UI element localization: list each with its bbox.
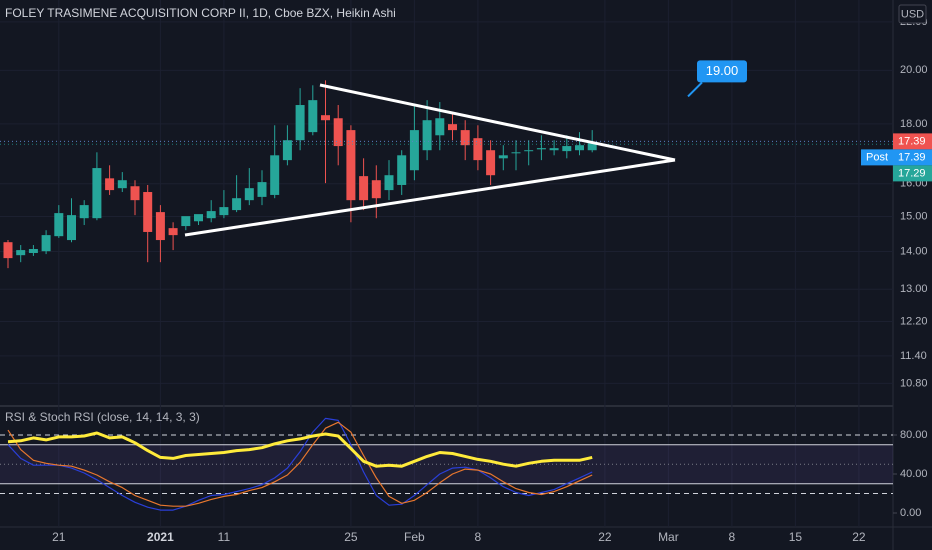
price-label-box	[893, 133, 932, 150]
x-tick-label: 25	[344, 530, 358, 544]
candle-body	[143, 192, 153, 232]
callout-pointer	[687, 81, 703, 98]
candle-body	[232, 198, 242, 211]
price-label: 17.29	[898, 167, 926, 179]
candle-body	[562, 146, 572, 152]
callout-label: 19.00	[706, 63, 739, 78]
candle-body	[384, 175, 394, 191]
price-label-name: Post	[866, 151, 888, 163]
y-tick-label: 0.00	[900, 507, 921, 519]
candle-body	[92, 168, 102, 219]
x-tick-label: 22	[852, 530, 866, 544]
y-tick-label: 40.00	[900, 468, 928, 480]
rsi-panel	[0, 417, 893, 511]
currency-box[interactable]	[898, 4, 927, 24]
x-tick-label: 15	[789, 530, 803, 544]
y-tick-label: 15.00	[900, 210, 928, 222]
x-tick-label: 8	[475, 530, 482, 544]
y-tick-label: 20.00	[900, 64, 928, 76]
candle-body	[117, 180, 127, 189]
candle-body	[346, 130, 356, 201]
y-tick-label: 80.00	[900, 429, 928, 441]
candle-body	[257, 182, 267, 197]
candle-body	[130, 186, 140, 201]
candle-body	[282, 140, 292, 161]
y-tick-label: 12.20	[900, 315, 928, 327]
trendline-lower	[184, 158, 676, 237]
candle-body	[422, 120, 432, 151]
x-tick-label: Feb	[404, 530, 425, 544]
x-tick-label: 22	[598, 530, 612, 544]
candle-body	[575, 145, 584, 151]
y-tick-label: 10.80	[900, 377, 928, 389]
price-label-box	[893, 149, 932, 166]
candle-body	[511, 152, 521, 154]
chart-title: FOLEY TRASIMENE ACQUISITION CORP II, 1D,…	[5, 6, 396, 20]
candle-body	[3, 242, 13, 259]
candle-body	[498, 155, 508, 159]
candle-body	[435, 118, 445, 136]
y-tick-label: 18.00	[900, 118, 928, 130]
price-label-name-box	[861, 149, 893, 166]
candle-body	[397, 155, 407, 185]
candle-body	[168, 228, 178, 236]
candle-body	[460, 130, 470, 146]
y-tick-label: 14.00	[900, 245, 928, 257]
candle-body	[270, 155, 280, 195]
candle-body	[28, 249, 38, 253]
y-tick-label: 11.40	[900, 350, 927, 362]
x-tick-label: 2021	[147, 530, 174, 544]
price-panel: 19.00	[0, 60, 893, 269]
indicator-line	[7, 417, 593, 511]
candle-body	[244, 188, 254, 201]
y-tick-label: 13.00	[900, 283, 928, 295]
candle-body	[16, 250, 26, 256]
candle-body	[79, 205, 89, 219]
x-tick-label: 8	[729, 530, 736, 544]
candle-body	[359, 176, 369, 201]
indicator-line	[7, 421, 593, 507]
currency[interactable]: USD	[901, 8, 924, 20]
x-tick-label: 11	[218, 530, 231, 544]
indicator-line	[7, 431, 593, 468]
candle-body	[371, 180, 381, 199]
price-label: 17.39	[898, 135, 926, 147]
candle-body	[409, 130, 419, 171]
candle-body	[473, 138, 483, 161]
candle-body	[321, 115, 330, 121]
candle-body	[536, 148, 546, 150]
candle-body	[549, 148, 559, 151]
price-label: 17.39	[898, 151, 926, 163]
candle-body	[155, 212, 165, 241]
trendline-upper	[319, 83, 676, 162]
candle-body	[333, 118, 343, 147]
candle-body	[206, 211, 216, 219]
indicator-title: RSI & Stoch RSI (close, 14, 14, 3, 3)	[5, 410, 200, 424]
candle-body	[67, 215, 76, 241]
candle-body	[295, 105, 305, 141]
candle-body	[54, 213, 64, 237]
candle-body	[181, 216, 191, 227]
candle-body	[486, 150, 496, 176]
callout-box	[697, 60, 747, 83]
candle-body	[194, 214, 203, 222]
candle-body	[219, 207, 229, 216]
candle-body	[448, 124, 457, 131]
candle-body	[587, 143, 597, 151]
x-tick-label: 21	[52, 530, 66, 544]
candle-body	[524, 150, 534, 152]
x-tick-label: Mar	[658, 530, 679, 544]
price-label-box	[893, 165, 932, 182]
candle-body	[308, 100, 318, 133]
candle-body	[105, 178, 115, 191]
candle-body	[41, 235, 51, 252]
